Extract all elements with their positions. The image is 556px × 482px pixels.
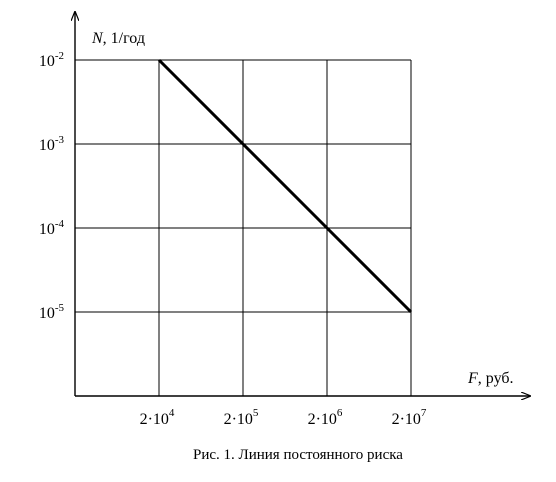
x-axis-label: F, руб. (467, 370, 514, 387)
y-tick-label-4: 10-5 (39, 302, 65, 322)
figure-caption: Рис. 1. Линия постоянного риска (193, 447, 403, 463)
y-axis-label: N, 1/год (91, 30, 145, 47)
x-tick-label-2: 2·105 (224, 407, 259, 428)
y-tick-label-2: 10-3 (39, 134, 65, 154)
y-tick-label-1: 10-2 (39, 50, 64, 70)
series-group (157, 58, 413, 314)
x-tick-label-1: 2·104 (140, 407, 175, 428)
x-tick-label-3: 2·106 (308, 407, 343, 428)
y-tick-labels: 10-2 10-3 10-4 10-5 (39, 50, 65, 322)
y-tick-label-3: 10-4 (39, 218, 65, 238)
grid (75, 59, 412, 396)
risk-line (157, 58, 413, 314)
x-tick-label-4: 2·107 (392, 407, 427, 428)
x-tick-labels: 2·104 2·105 2·106 2·107 (140, 407, 427, 428)
